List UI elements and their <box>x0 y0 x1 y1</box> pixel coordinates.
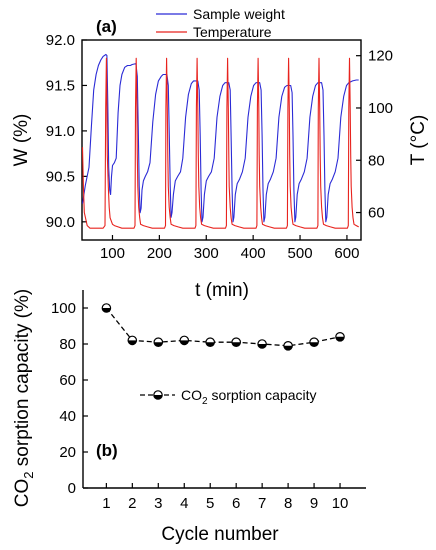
panel-b-ytick-label: 20 <box>59 444 76 461</box>
panel-a-ytick-left-label: 90.0 <box>46 214 75 231</box>
co2-capacity-point <box>283 340 293 351</box>
panel-a-xlabel: t (min) <box>195 280 249 301</box>
co2-capacity-point <box>231 337 241 348</box>
co2-capacity-point <box>179 335 190 346</box>
panel-a-xtick-label: 500 <box>288 245 313 262</box>
legend-label-sample-weight: Sample weight <box>193 6 285 22</box>
sample-weight-series-line <box>81 53 359 223</box>
co2-capacity-series-line <box>105 307 341 347</box>
panel-a-ytick-left-label: 90.5 <box>46 168 75 185</box>
panel-a-legend: Sample weight Temperature <box>156 6 285 40</box>
co2-capacity-point <box>335 331 345 342</box>
panel-b-xlabel: Cycle number <box>161 524 279 545</box>
co2-capacity-point <box>309 337 319 348</box>
legend-label-temperature: Temperature <box>193 24 272 40</box>
panel-b-ytick-label: 60 <box>59 372 76 389</box>
co2-capacity-point <box>257 339 267 349</box>
panel-b-ylabel-main: CO <box>12 479 33 508</box>
panel-a-series <box>81 53 359 229</box>
panel-a-ytick-left-label: 92.0 <box>46 32 75 49</box>
panel-b-ytick-label: 100 <box>51 300 76 317</box>
panel-a-ticks: 100 200 300 400 500 600 90.0 90.5 91.0 91.5 92.0 60… <box>46 32 393 262</box>
panel-b-series <box>101 303 345 351</box>
panel-a-label: (a) <box>96 17 117 36</box>
panel-a-xtick-label: 100 <box>100 245 125 262</box>
co2-capacity-point <box>205 337 215 348</box>
legend-label-co2-rest: sorption capacity <box>208 387 317 403</box>
panel-b-xtick-label: 9 <box>310 495 318 512</box>
panel-b-ylabel-rest: sorption capacity (%) <box>12 289 33 472</box>
panel-b-xtick-label: 3 <box>154 495 162 512</box>
panel-a-ytick-right-label: 100 <box>368 100 393 117</box>
legend-label-co2-capacity: CO2 sorption capacity <box>181 387 317 407</box>
panel-b-legend: CO2 sorption capacity <box>140 387 317 407</box>
panel-a-ytick-right-label: 60 <box>368 205 385 222</box>
panel-a-xtick-label: 200 <box>147 245 172 262</box>
temperature-series-line <box>81 57 359 229</box>
panel-b-xtick-label: 4 <box>180 495 188 512</box>
panel-a-xtick-label: 300 <box>194 245 219 262</box>
panel-b-ytick-label: 0 <box>68 480 76 497</box>
panel-a-ylabel-left: W (%) <box>11 114 32 167</box>
panel-a-xtick-label: 600 <box>334 245 359 262</box>
legend-label-co2-main: CO <box>181 387 202 403</box>
panel-b-ytick-label: 40 <box>59 408 76 425</box>
co2-capacity-point <box>101 303 112 313</box>
co2-capacity-point <box>153 337 164 348</box>
panel-b-xtick-label: 7 <box>258 495 266 512</box>
legend-label-co2-sub: 2 <box>202 396 208 407</box>
panel-a-ylabel-right: T (°C) <box>408 115 429 166</box>
panel-b-ylabel: CO2 sorption capacity (%) <box>12 289 36 507</box>
panel-b-xtick-label: 10 <box>332 495 349 512</box>
panel-a-ytick-right-label: 80 <box>368 152 385 169</box>
panel-b-xtick-label: 5 <box>206 495 214 512</box>
panel-b-xtick-label: 1 <box>102 495 110 512</box>
panel-a-xtick-label: 400 <box>241 245 266 262</box>
panel-a-ytick-left-label: 91.5 <box>46 77 75 94</box>
legend-marker-co2-capacity <box>153 390 163 400</box>
panel-b-label: (b) <box>96 441 118 460</box>
panel-a: 100 200 300 400 500 600 90.0 90.5 91.0 91.5 92.0 60… <box>11 6 429 301</box>
panel-a-ytick-left-label: 91.0 <box>46 123 75 140</box>
co2-capacity-point <box>127 335 138 346</box>
panel-b-xtick-label: 8 <box>284 495 292 512</box>
panel-a-frame <box>81 39 362 241</box>
panel-b-ytick-label: 80 <box>59 336 76 353</box>
panel-a-ytick-right-label: 120 <box>368 48 393 65</box>
panel-b-ylabel-sub: 2 <box>21 471 36 478</box>
panel-b-xtick-label: 2 <box>128 495 136 512</box>
panel-b-xtick-label: 6 <box>232 495 240 512</box>
